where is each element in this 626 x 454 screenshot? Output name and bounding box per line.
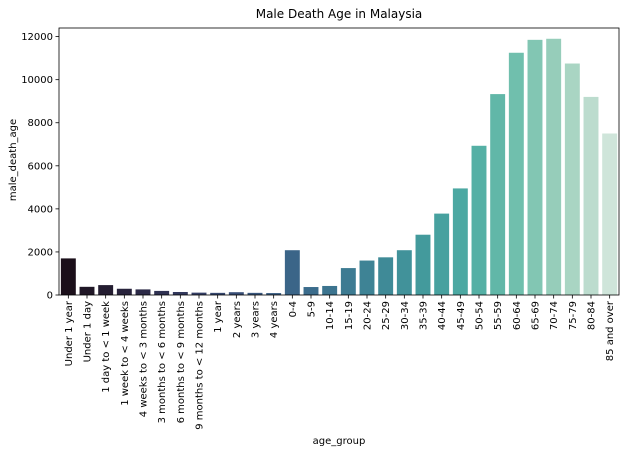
bars-group: [60, 38, 618, 296]
x-tick-label: 80-84: [587, 301, 598, 330]
y-axis-title: male_death_age: [8, 119, 19, 201]
x-tick-label: 2 years: [232, 301, 243, 338]
bar: [191, 292, 207, 295]
bar: [210, 292, 226, 295]
bar: [602, 133, 618, 295]
bar: [452, 188, 468, 295]
x-tick-label: 65-69: [531, 301, 542, 330]
x-tick-label: 3 years: [251, 301, 262, 338]
x-axis-title: age_group: [313, 436, 366, 447]
x-tick-label: 45-49: [456, 301, 467, 330]
x-tick-label: 1 day to < 1 week: [101, 301, 112, 393]
y-tick-label: 8000: [28, 118, 53, 129]
bar: [378, 257, 394, 295]
x-tick-label: 6 months to < 9 months: [176, 301, 187, 423]
x-tick-label: 40-44: [437, 301, 448, 330]
x-tick-label: 55-59: [493, 301, 504, 330]
x-tick-label: 60-64: [512, 301, 523, 330]
bar: [284, 250, 300, 295]
bar: [172, 291, 188, 295]
y-axis: 0 2000 4000 6000 8000 10000 12000: [21, 32, 59, 302]
x-tick-label: 1 week to < 4 weeks: [120, 301, 131, 406]
bar: [266, 293, 282, 295]
x-tick-label: 5-9: [307, 301, 318, 317]
x-tick-label: 1 year: [213, 300, 224, 333]
x-tick-label: 30-34: [400, 301, 411, 330]
bar: [135, 289, 151, 295]
bar: [60, 258, 76, 295]
bar: [527, 39, 543, 296]
x-tick-label: 10-14: [325, 301, 336, 330]
x-tick-label: 75-79: [568, 301, 579, 330]
bar: [434, 213, 450, 295]
chart-title: Male Death Age in Malaysia: [256, 7, 423, 21]
bar: [116, 288, 132, 295]
bar: [98, 285, 114, 295]
y-tick-label: 0: [47, 291, 53, 302]
x-tick-label: Under 1 year: [64, 300, 75, 366]
x-tick-label: 4 years: [269, 301, 280, 338]
x-tick-label: 3 months to < 6 months: [157, 301, 168, 423]
bar: [79, 286, 95, 295]
x-axis: Under 1 year Under 1 day 1 day to < 1 week…: [64, 295, 616, 430]
x-tick-label: 35-39: [419, 301, 430, 330]
x-tick-label: 4 weeks to < 3 months: [139, 301, 150, 417]
bar: [340, 268, 356, 295]
x-tick-label: 85 and over: [605, 300, 616, 361]
bar: [359, 260, 375, 295]
x-tick-label: 25-29: [381, 301, 392, 330]
y-tick-label: 2000: [28, 247, 53, 258]
x-tick-label: 50-54: [475, 301, 486, 330]
bar: [396, 250, 412, 295]
x-tick-label: 70-74: [549, 301, 560, 330]
bar: [303, 287, 319, 295]
bar: [583, 96, 599, 296]
bar: [564, 63, 580, 295]
bar: [546, 38, 562, 296]
plot-frame: [58, 27, 620, 296]
x-tick-label: 20-24: [363, 301, 374, 330]
bar: [247, 292, 263, 295]
bar: [471, 145, 487, 295]
bar: [415, 234, 431, 295]
y-tick-label: 4000: [28, 204, 53, 215]
x-tick-label: 15-19: [344, 301, 355, 330]
bar: [228, 292, 244, 295]
y-tick-label: 10000: [21, 75, 53, 86]
y-tick-label: 12000: [21, 32, 53, 43]
y-tick-label: 6000: [28, 161, 53, 172]
x-tick-label: Under 1 day: [83, 301, 94, 362]
x-tick-label: 0-4: [288, 301, 299, 317]
bar: [490, 94, 506, 295]
bar: [508, 52, 524, 296]
x-tick-label: 9 months to < 12 months: [195, 301, 206, 430]
bar: [154, 290, 170, 295]
bar: [322, 285, 338, 295]
